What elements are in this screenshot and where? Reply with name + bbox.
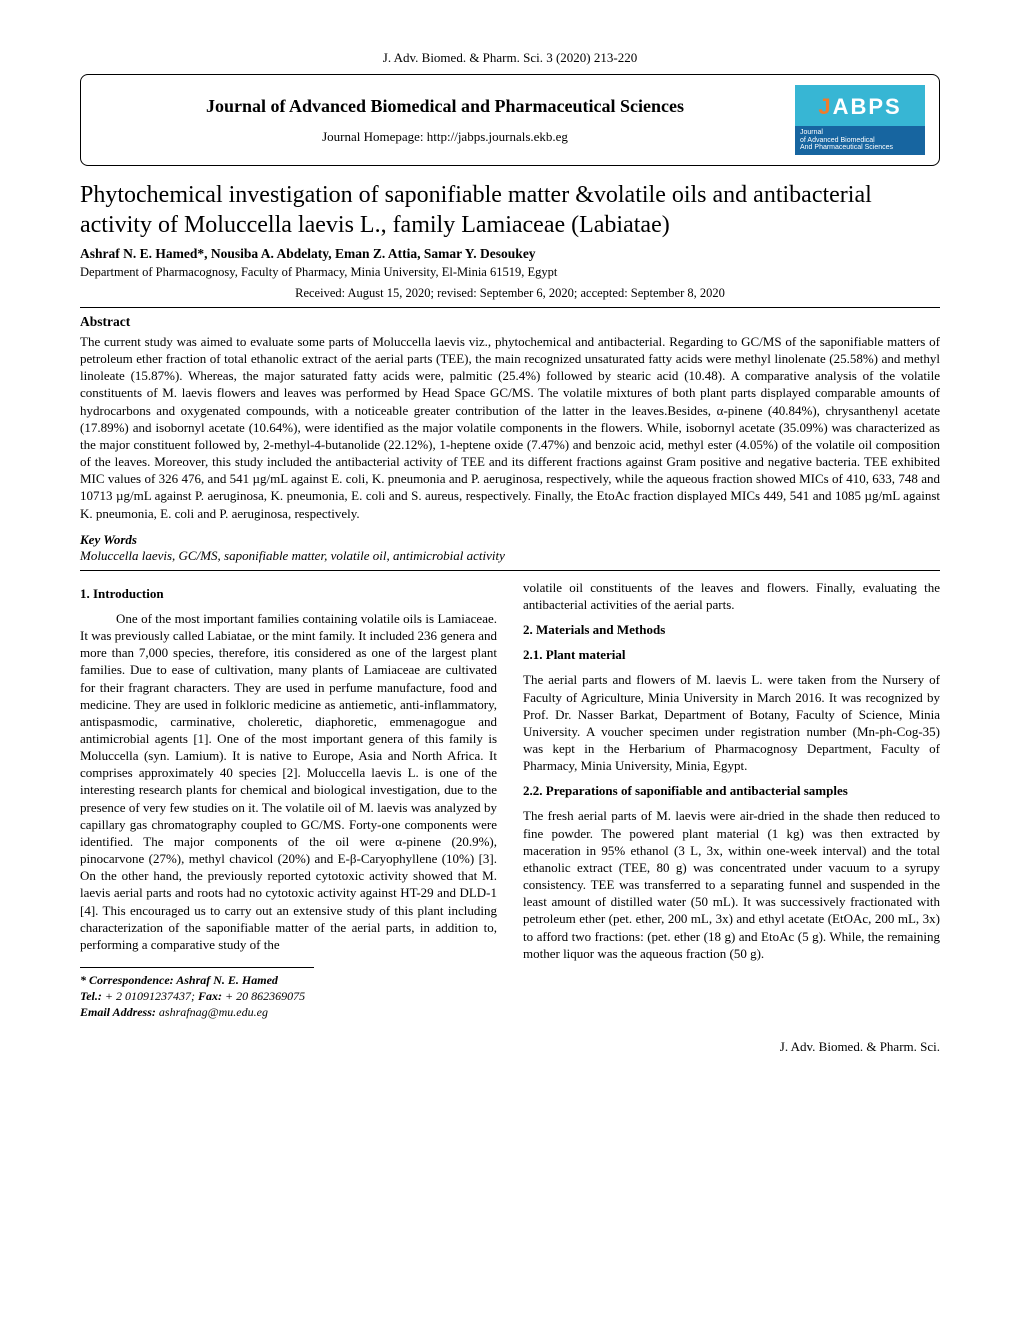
plant-material-para: The aerial parts and flowers of M. laevi… xyxy=(523,671,940,774)
separator xyxy=(80,307,940,308)
abstract-text: The current study was aimed to evaluate … xyxy=(80,333,940,522)
intro-paragraph: One of the most important families conta… xyxy=(80,610,497,953)
abstract-heading: Abstract xyxy=(80,314,940,330)
fax-value: + 20 862369075 xyxy=(222,989,305,1003)
section-2-title: 2. Materials and Methods xyxy=(523,621,940,638)
header-citation: J. Adv. Biomed. & Pharm. Sci. 3 (2020) 2… xyxy=(80,50,940,66)
corr-label: * Correspondence: xyxy=(80,973,174,987)
email-value: ashrafnag@mu.edu.eg xyxy=(156,1005,268,1019)
correspondence-footnote: * Correspondence: Ashraf N. E. Hamed Tel… xyxy=(80,972,497,1021)
preparations-para: The fresh aerial parts of M. laevis were… xyxy=(523,807,940,961)
paper-title: Phytochemical investigation of saponifia… xyxy=(80,180,940,240)
left-column: 1. Introduction One of the most importan… xyxy=(80,579,497,1021)
email-label: Email Address: xyxy=(80,1005,156,1019)
jabps-rest: ABPS xyxy=(833,94,902,120)
footnote-separator xyxy=(80,967,314,968)
jabps-j: J xyxy=(818,94,832,120)
section-2-1-title: 2.1. Plant material xyxy=(523,646,940,663)
jabps-sub-line: of Advanced Biomedical xyxy=(800,137,920,145)
fax-label: Fax: xyxy=(198,989,222,1003)
article-dates: Received: August 15, 2020; revised: Sept… xyxy=(80,286,940,301)
two-column-body: 1. Introduction One of the most importan… xyxy=(80,579,940,1021)
keywords-text: Moluccella laevis, GC/MS, saponifiable m… xyxy=(80,548,940,564)
section-1-title: 1. Introduction xyxy=(80,585,497,602)
tel-label: Tel.: xyxy=(80,989,102,1003)
authors: Ashraf N. E. Hamed*, Nousiba A. Abdelaty… xyxy=(80,246,940,262)
journal-header: Journal of Advanced Biomedical and Pharm… xyxy=(80,74,940,166)
journal-homepage: Journal Homepage: http://jabps.journals.… xyxy=(95,129,795,145)
corr-name: Ashraf N. E. Hamed xyxy=(174,973,278,987)
jabps-logo: JABPS Journal of Advanced Biomedical And… xyxy=(795,85,925,155)
department: Department of Pharmacognosy, Faculty of … xyxy=(80,265,940,280)
intro-continued: volatile oil constituents of the leaves … xyxy=(523,579,940,613)
keywords-heading: Key Words xyxy=(80,532,940,548)
jabps-sub-line: And Pharmaceutical Sciences xyxy=(800,144,920,152)
jabps-subtitle: Journal of Advanced Biomedical And Pharm… xyxy=(795,126,925,155)
journal-header-text: Journal of Advanced Biomedical and Pharm… xyxy=(95,96,795,145)
section-2-2-title: 2.2. Preparations of saponifiable and an… xyxy=(523,782,940,799)
right-column: volatile oil constituents of the leaves … xyxy=(523,579,940,1021)
tel-value: + 2 01091237437; xyxy=(102,989,198,1003)
jabps-sub-line: Journal xyxy=(800,129,920,137)
separator xyxy=(80,570,940,571)
footer-citation: J. Adv. Biomed. & Pharm. Sci. xyxy=(80,1039,940,1055)
jabps-acronym: JABPS xyxy=(795,85,925,126)
journal-title: Journal of Advanced Biomedical and Pharm… xyxy=(95,96,795,117)
